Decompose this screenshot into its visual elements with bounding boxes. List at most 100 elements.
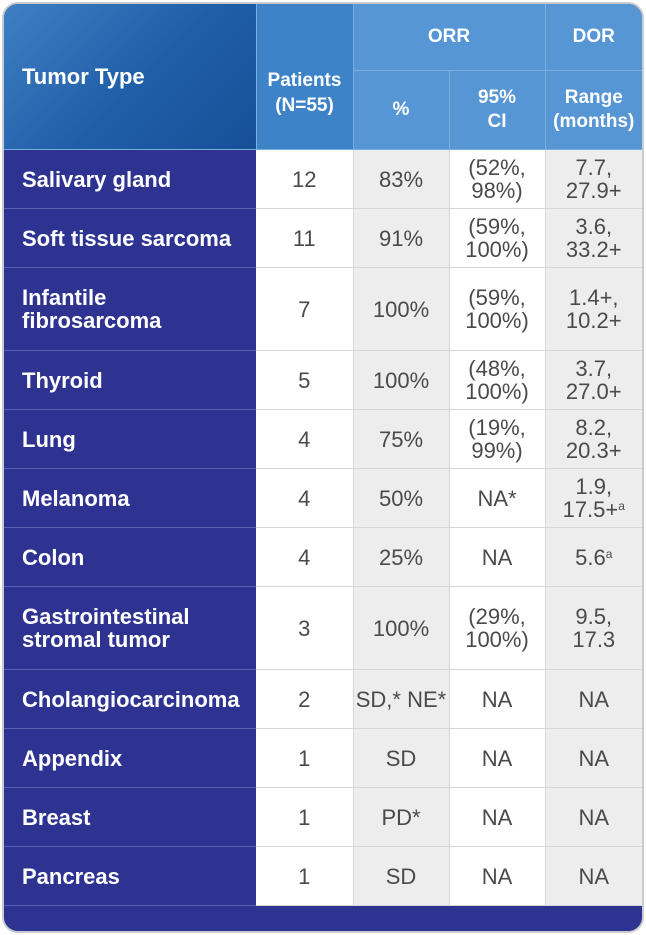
orr-ci-line: 100%) xyxy=(465,379,529,404)
orr-ci-cell: (59%, 100%) xyxy=(449,208,546,268)
patients-cell: 4 xyxy=(256,409,354,469)
table-row: Cholangiocarcinoma 2 SD,* NE* NA NA xyxy=(4,669,642,729)
dor-range-line: 8.2, xyxy=(575,415,613,440)
orr-percent-cell: SD,* NE* xyxy=(353,669,450,729)
header-dor-range-line2: (months) xyxy=(553,111,635,132)
table-row: Lung 4 75% (19%, 99%) 8.2, 20.3+ xyxy=(4,409,642,469)
orr-ci-cell: NA xyxy=(449,527,546,587)
orr-ci-line: 100%) xyxy=(465,627,529,652)
dor-range-line: 5.6 xyxy=(575,544,606,570)
orr-ci-line: NA xyxy=(481,686,513,712)
dor-range-line: 1.4+, xyxy=(568,285,619,310)
orr-ci-cell: (48%, 100%) xyxy=(449,350,546,410)
tumor-type-cell: Cholangiocarcinoma xyxy=(4,669,256,729)
header-orr-ci-line2: CI xyxy=(487,111,507,132)
orr-ci-cell: (29%, 100%) xyxy=(449,586,546,670)
patients-cell: 4 xyxy=(256,468,354,528)
table-row: Melanoma 4 50% NA* 1.9, 17.5+a xyxy=(4,468,642,528)
orr-ci-cell: NA xyxy=(449,728,546,788)
table-row: Pancreas 1 SD NA NA xyxy=(4,846,642,906)
orr-ci-line: NA xyxy=(481,544,513,570)
dor-range-line: 20.3+ xyxy=(565,438,622,463)
orr-percent-cell: SD xyxy=(353,846,450,906)
dor-range-line: 1.9, xyxy=(575,474,613,499)
dor-range-cell: 1.9, 17.5+a xyxy=(545,468,642,528)
dor-range-line: 10.2+ xyxy=(565,308,622,333)
tumor-type-cell: Salivary gland xyxy=(4,149,256,209)
dor-range-cell: 3.7, 27.0+ xyxy=(545,350,642,410)
orr-ci-line: NA xyxy=(481,804,513,830)
dor-range-line: NA xyxy=(578,686,610,712)
patients-cell: 4 xyxy=(256,527,354,587)
dor-range-line: 3.6, xyxy=(575,214,613,239)
header-patients: Patients (N=55) xyxy=(256,4,354,150)
dor-range-line: 27.9+ xyxy=(565,178,622,203)
table-row: Soft tissue sarcoma 11 91% (59%, 100%) 3.6, 33… xyxy=(4,208,642,268)
header-orr-ci-line1: 95% xyxy=(477,87,517,108)
header-orr-group: ORR xyxy=(353,4,546,71)
orr-ci-line: 100%) xyxy=(465,237,529,262)
tumor-type-cell: Breast xyxy=(4,787,256,847)
patients-cell: 1 xyxy=(256,846,354,906)
orr-ci-line: NA* xyxy=(477,485,517,511)
tumor-type-cell: Lung xyxy=(4,409,256,469)
tumor-type-line: fibrosarcoma xyxy=(22,308,162,333)
table-body: Salivary gland 12 83% (52%, 98%) 7.7, 27.9+ Sof… xyxy=(4,149,642,906)
header-patients-line1: Patients xyxy=(267,69,342,91)
orr-percent-cell: 83% xyxy=(353,149,450,209)
header-dor-range: Range (months) xyxy=(545,70,642,150)
orr-ci-cell: NA* xyxy=(449,468,546,528)
header-tumor-type: Tumor Type xyxy=(4,4,257,150)
patients-cell: 2 xyxy=(256,669,354,729)
tumor-type-line: Lung xyxy=(22,426,76,452)
orr-percent-cell: 75% xyxy=(353,409,450,469)
tumor-response-table: Tumor Type Patients (N=55) ORR DOR % 95%… xyxy=(4,4,642,906)
orr-ci-line: (59%, xyxy=(468,285,526,310)
patients-cell: 11 xyxy=(256,208,354,268)
orr-ci-cell: NA xyxy=(449,669,546,729)
dor-range-line: 17.5+ xyxy=(562,497,619,522)
dor-range-line: 33.2+ xyxy=(565,237,622,262)
orr-ci-cell: (59%, 100%) xyxy=(449,267,546,351)
patients-cell: 7 xyxy=(256,267,354,351)
tumor-type-line: Thyroid xyxy=(22,367,103,393)
dor-range-line: NA xyxy=(578,863,610,889)
orr-ci-line: (19%, xyxy=(468,415,526,440)
table-row: Thyroid 5 100% (48%, 100%) 3.7, 27.0+ xyxy=(4,350,642,410)
orr-ci-line: (59%, xyxy=(468,214,526,239)
dor-range-line: 27.0+ xyxy=(565,379,622,404)
orr-percent-cell: 100% xyxy=(353,267,450,351)
tumor-type-cell: Colon xyxy=(4,527,256,587)
tumor-type-cell: Gastrointestinal stromal tumor xyxy=(4,586,256,670)
tumor-type-line: Salivary gland xyxy=(22,166,172,192)
tumor-type-cell: Thyroid xyxy=(4,350,256,410)
orr-percent-cell: 50% xyxy=(353,468,450,528)
patients-cell: 1 xyxy=(256,787,354,847)
tumor-type-line: Cholangiocarcinoma xyxy=(22,686,240,712)
tumor-type-cell: Appendix xyxy=(4,728,256,788)
orr-percent-cell: 100% xyxy=(353,350,450,410)
header-patients-line2: (N=55) xyxy=(275,94,334,116)
tumor-type-line: Pancreas xyxy=(22,863,120,889)
dor-range-cell: NA xyxy=(545,728,642,788)
table-row: Appendix 1 SD NA NA xyxy=(4,728,642,788)
footnote-marker: a xyxy=(618,499,625,513)
dor-range-cell: NA xyxy=(545,846,642,906)
dor-range-line: 7.7, xyxy=(575,155,613,180)
orr-percent-cell: 25% xyxy=(353,527,450,587)
dor-range-cell: 7.7, 27.9+ xyxy=(545,149,642,209)
orr-ci-line: 99%) xyxy=(471,438,523,463)
table-row: Salivary gland 12 83% (52%, 98%) 7.7, 27.9+ xyxy=(4,149,642,209)
orr-percent-cell: PD* xyxy=(353,787,450,847)
table-row: Colon 4 25% NA 5.6a xyxy=(4,527,642,587)
orr-ci-line: (48%, xyxy=(468,356,526,381)
dor-range-line: 17.3 xyxy=(572,627,616,652)
orr-ci-cell: (19%, 99%) xyxy=(449,409,546,469)
tumor-type-line: Colon xyxy=(22,544,85,570)
footer-band xyxy=(4,907,642,931)
tumor-type-cell: Pancreas xyxy=(4,846,256,906)
dor-range-cell: 1.4+, 10.2+ xyxy=(545,267,642,351)
orr-ci-line: 100%) xyxy=(465,308,529,333)
orr-ci-line: (29%, xyxy=(468,604,526,629)
